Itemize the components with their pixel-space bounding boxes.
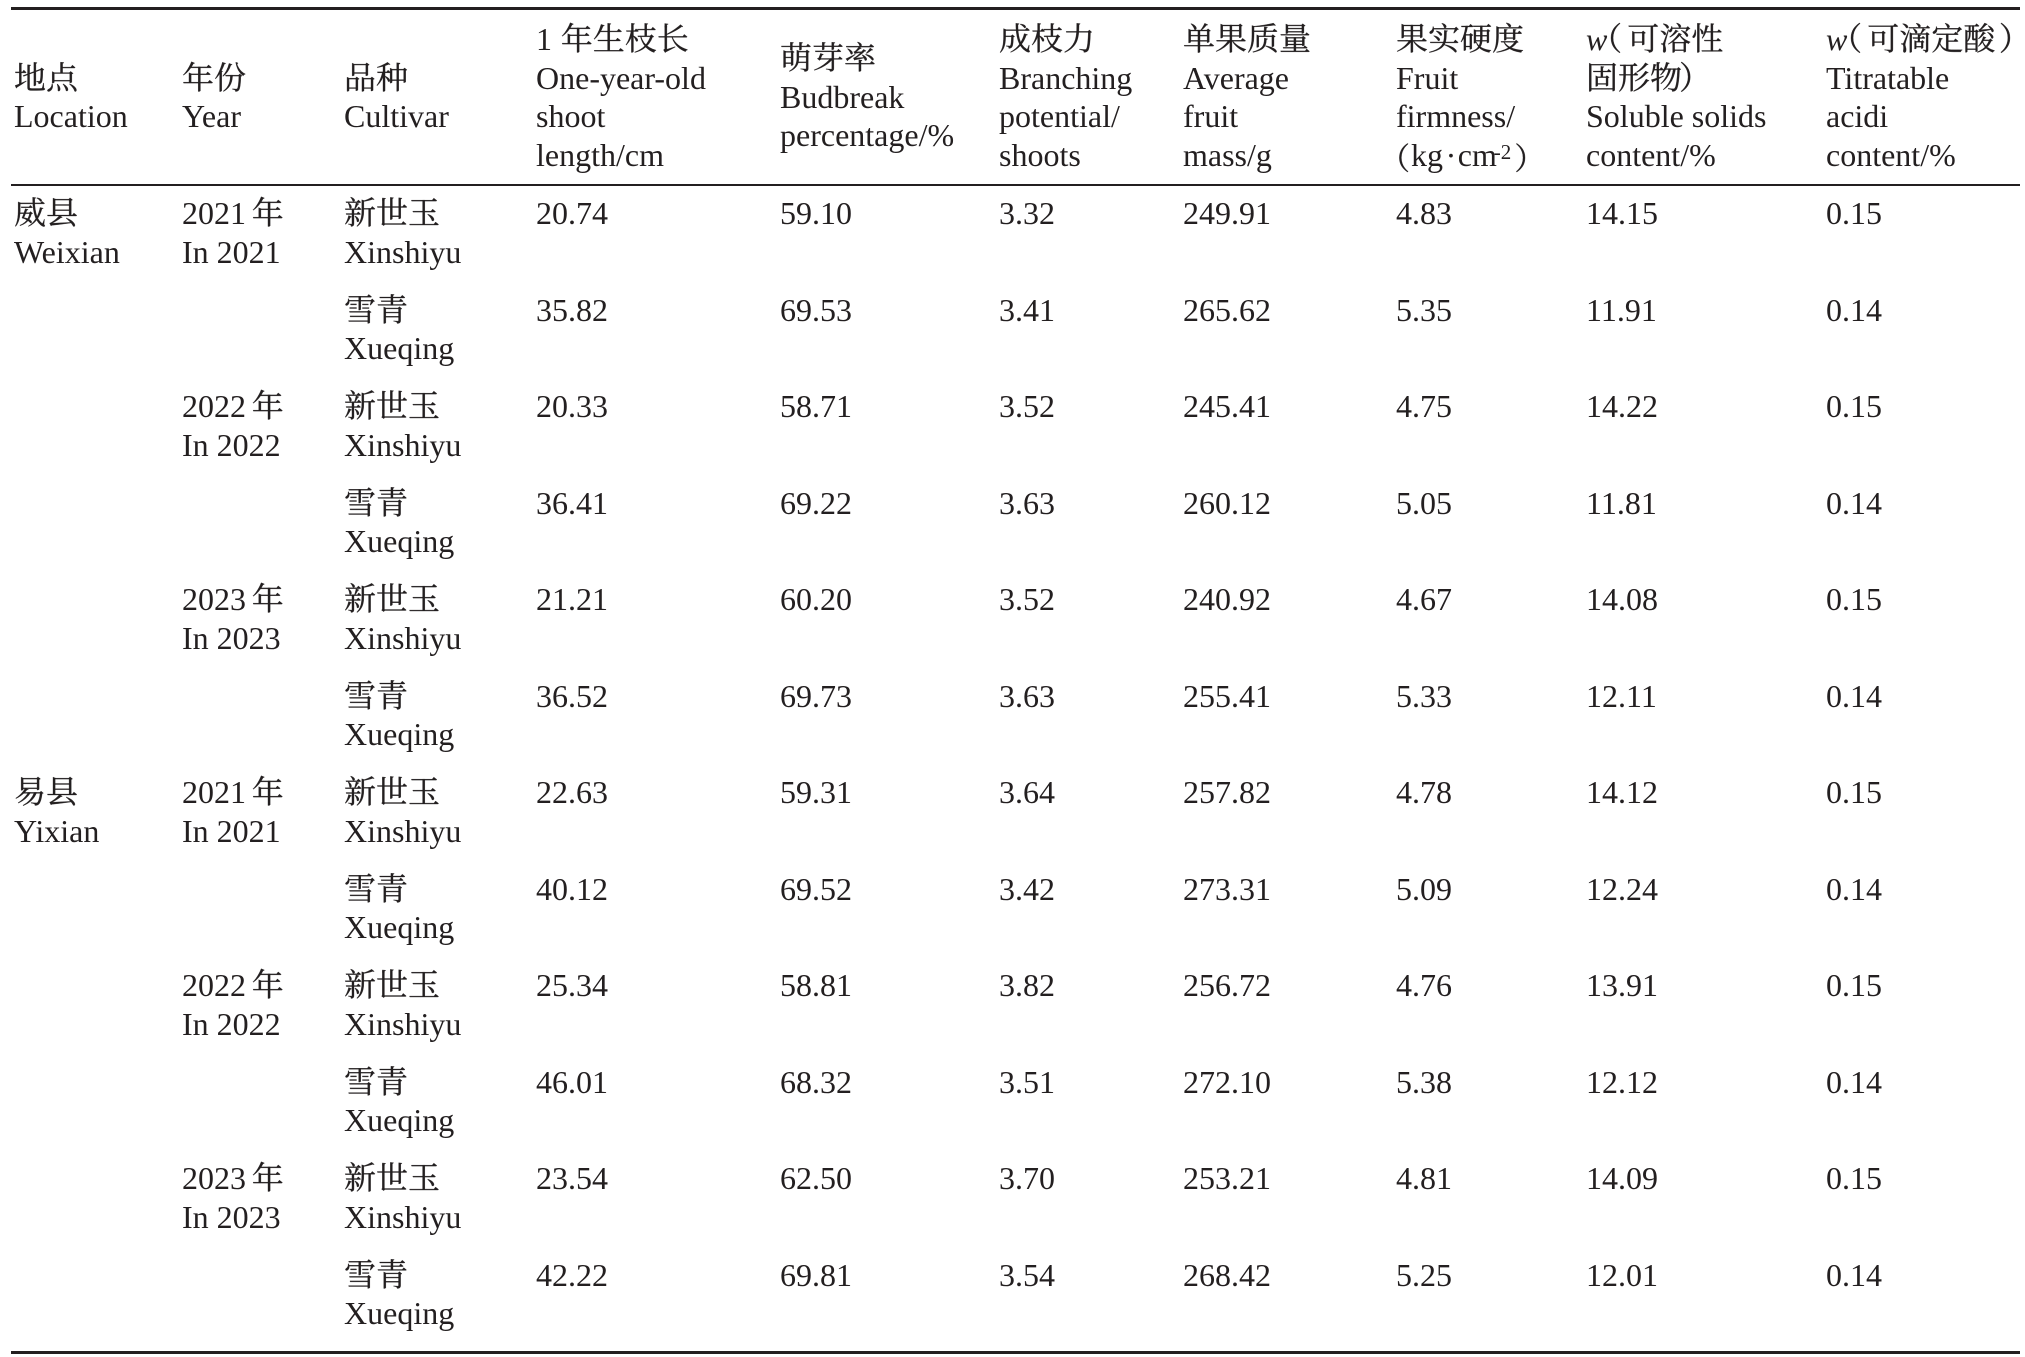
- svg-text:2022: 2022: [182, 388, 246, 424]
- svg-text:2023: 2023: [182, 581, 246, 617]
- svg-text:2021: 2021: [182, 774, 246, 810]
- svg-text:w: w: [1586, 21, 1608, 57]
- svg-text:2022: 2022: [182, 967, 246, 1003]
- svg-text:2021: 2021: [182, 195, 246, 231]
- svg-text:w: w: [1826, 21, 1848, 57]
- svg-text:cm: cm: [1458, 137, 1497, 173]
- svg-text:-2: -2: [1494, 140, 1512, 164]
- svg-text:kg: kg: [1411, 137, 1443, 173]
- svg-text:2023: 2023: [182, 1160, 246, 1196]
- svg-text:1: 1: [536, 21, 552, 57]
- svg-text:·: ·: [1446, 137, 1457, 173]
